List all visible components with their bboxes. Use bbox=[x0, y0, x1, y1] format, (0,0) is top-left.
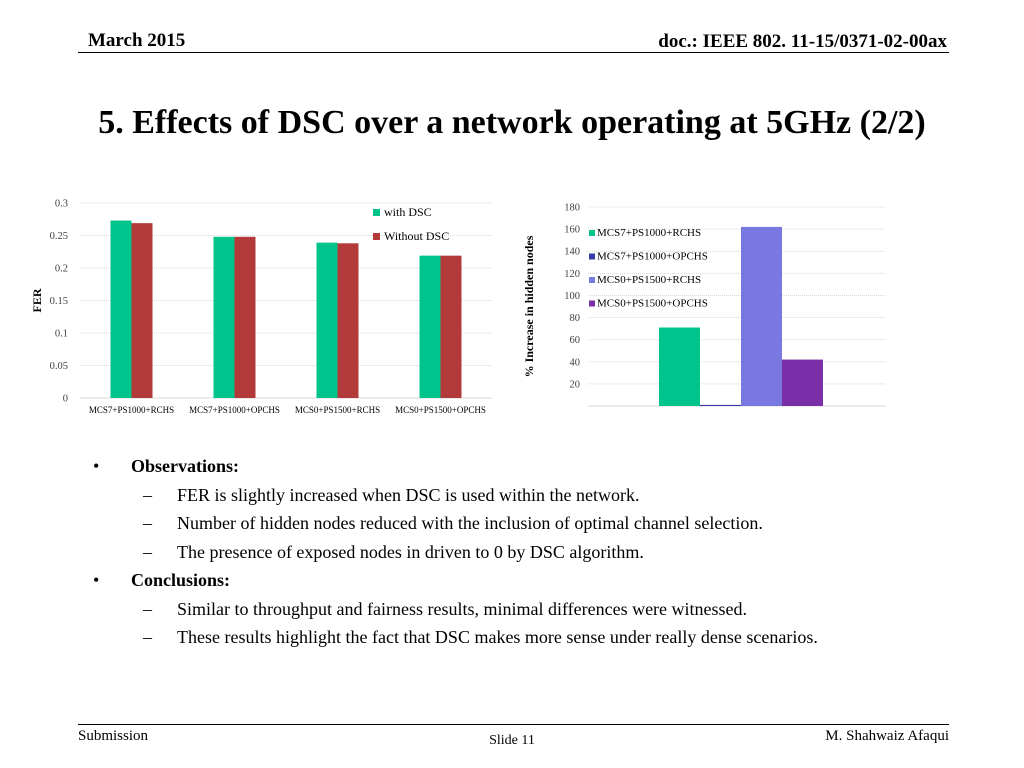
header-divider bbox=[78, 52, 949, 53]
x-tick-label: MCS0+PS1500+RCHS bbox=[295, 405, 380, 415]
observations-bullet: • Observations: bbox=[93, 452, 913, 481]
dash-marker: – bbox=[143, 484, 152, 505]
observation-text: FER is slightly increased when DSC is us… bbox=[177, 484, 640, 505]
conclusion-item: – Similar to throughput and fairness res… bbox=[93, 595, 913, 624]
y-tick-label: 40 bbox=[570, 357, 581, 368]
legend-swatch bbox=[373, 209, 380, 216]
footer-submission: Submission bbox=[78, 728, 149, 744]
y-tick-label: 0 bbox=[63, 394, 68, 405]
observation-text: Number of hidden nodes reduced with the … bbox=[177, 513, 763, 533]
bar-with-dsc bbox=[419, 255, 441, 398]
x-tick-label: MCS0+PS1500+OPCHS bbox=[395, 405, 486, 415]
footer-author: M. Shahwaiz Afaqui bbox=[825, 728, 949, 744]
slide-title: 5. Effects of DSC over a network operati… bbox=[98, 104, 926, 141]
y-tick-label: 0.3 bbox=[55, 199, 68, 210]
y-tick-label: 100 bbox=[564, 291, 580, 302]
conclusion-text: Similar to throughput and fairness resul… bbox=[177, 598, 748, 619]
x-tick-label: MCS7+PS1000+RCHS bbox=[89, 405, 174, 415]
slide-body: • Observations: – FER is slightly increa… bbox=[93, 452, 913, 652]
y-tick-label: 120 bbox=[564, 269, 580, 280]
bar-without-dsc bbox=[131, 223, 153, 398]
y-tick-label: 60 bbox=[570, 335, 581, 346]
dash-marker: – bbox=[143, 627, 152, 647]
y-axis-title: % Increase in hidden nodes bbox=[522, 235, 536, 377]
conclusion-item: – These results highlight the fact that … bbox=[93, 623, 913, 652]
y-tick-label: 160 bbox=[564, 225, 580, 236]
observation-item: – Number of hidden nodes reduced with th… bbox=[93, 509, 913, 538]
legend-swatch bbox=[589, 277, 595, 283]
x-tick-label: MCS7+PS1000+OPCHS bbox=[189, 405, 280, 415]
bar-series-3 bbox=[741, 226, 782, 406]
slide-number: Slide 11 bbox=[489, 733, 535, 748]
bullet-marker: • bbox=[93, 570, 100, 590]
y-tick-label: 0.15 bbox=[50, 296, 68, 307]
y-tick-label: 20 bbox=[570, 379, 581, 390]
dash-marker: – bbox=[143, 598, 152, 619]
bar-series-1 bbox=[659, 327, 700, 406]
dash-marker: – bbox=[143, 513, 152, 533]
legend-swatch bbox=[589, 253, 595, 260]
y-tick-label: 0.25 bbox=[50, 231, 68, 242]
bar-with-dsc bbox=[213, 236, 235, 398]
observations-heading: Observations: bbox=[131, 456, 239, 476]
conclusions-bullet: • Conclusions: bbox=[93, 566, 913, 595]
hidden-nodes-chart-svg: 20 40 60 80 100 120 140 160 180 % Increase in hid… bbox=[522, 203, 886, 407]
y-tick-label: 140 bbox=[564, 247, 580, 258]
header-date: March 2015 bbox=[88, 30, 186, 51]
observation-item: – The presence of exposed nodes in drive… bbox=[93, 538, 913, 567]
bar-series-2 bbox=[700, 404, 741, 406]
observation-item: – FER is slightly increased when DSC is … bbox=[93, 481, 913, 510]
bar-without-dsc bbox=[440, 255, 462, 398]
y-tick-label: 80 bbox=[570, 313, 581, 324]
conclusions-heading: Conclusions: bbox=[131, 570, 231, 590]
y-tick-label: 0.1 bbox=[55, 329, 68, 340]
legend-label: with DSC bbox=[384, 205, 432, 219]
header-doc-id: doc.: IEEE 802. 11-15/0371-02-00ax bbox=[658, 31, 947, 52]
legend-swatch bbox=[589, 300, 595, 307]
bar-without-dsc bbox=[234, 236, 256, 398]
y-axis-title: FER bbox=[30, 288, 44, 312]
y-tick-label: 0.05 bbox=[50, 361, 68, 372]
legend-label: MCS0+PS1500+OPCHS bbox=[597, 298, 708, 310]
y-tick-label: 0.2 bbox=[55, 264, 68, 275]
conclusion-text: These results highlight the fact that DS… bbox=[177, 627, 818, 647]
legend-swatch bbox=[373, 233, 380, 240]
footer-divider bbox=[78, 724, 949, 725]
fer-chart: 0 0.05 0.1 0.15 0.2 0.25 0.3 FER MCS7+PS1000+RCH… bbox=[26, 190, 500, 422]
bar-without-dsc bbox=[337, 243, 359, 398]
legend-label: Without DSC bbox=[384, 229, 449, 243]
bullet-marker: • bbox=[93, 456, 100, 476]
y-tick-label: 180 bbox=[564, 203, 580, 214]
dash-marker: – bbox=[143, 541, 152, 562]
fer-chart-svg: 0 0.05 0.1 0.15 0.2 0.25 0.3 FER MCS7+PS1000+RCH… bbox=[30, 199, 492, 415]
legend-label: MCS0+PS1500+RCHS bbox=[597, 274, 701, 286]
legend-swatch bbox=[589, 230, 595, 236]
legend-label: MCS7+PS1000+RCHS bbox=[597, 227, 701, 239]
hidden-nodes-chart: 20 40 60 80 100 120 140 160 180 % Increase in hid… bbox=[514, 190, 894, 422]
bar-with-dsc bbox=[110, 220, 132, 398]
bar-with-dsc bbox=[316, 242, 338, 398]
bar-series-4 bbox=[782, 359, 823, 406]
observation-text: The presence of exposed nodes in driven … bbox=[177, 541, 644, 562]
legend-label: MCS7+PS1000+OPCHS bbox=[597, 251, 708, 263]
